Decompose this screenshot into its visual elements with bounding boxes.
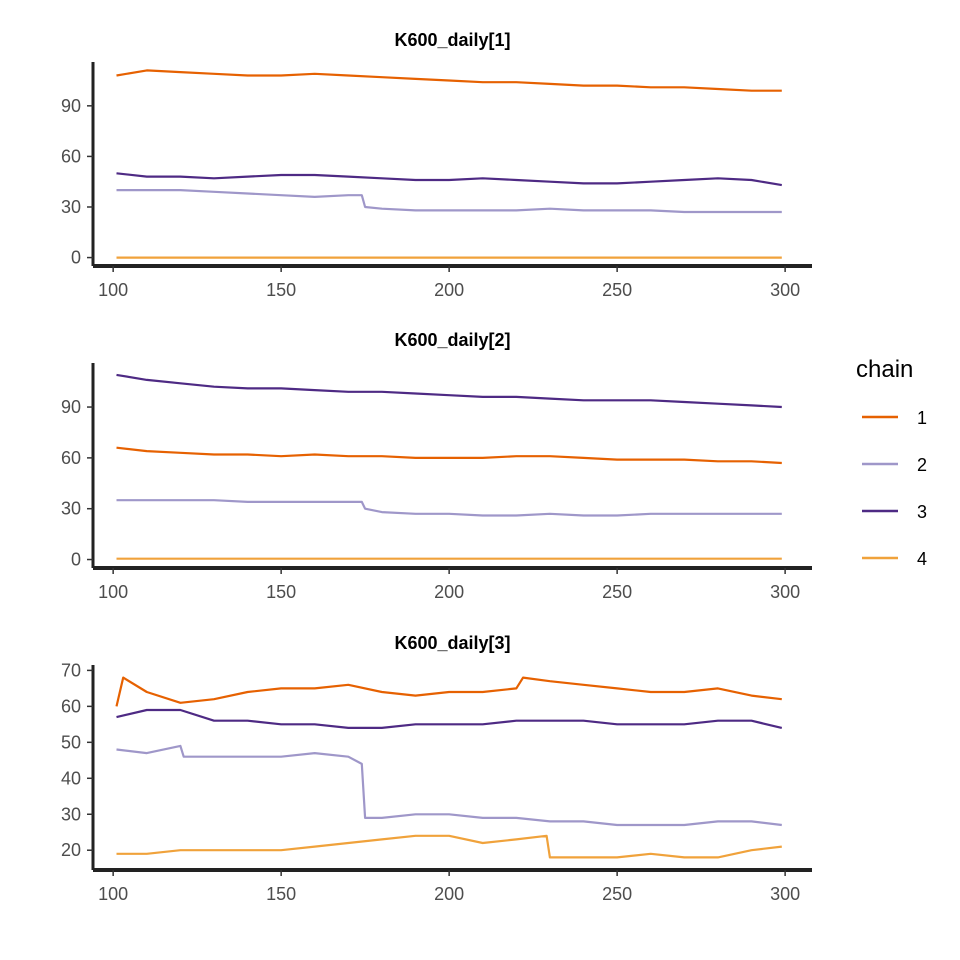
y-tick-label: 30 [61,197,81,217]
x-tick-label: 300 [770,582,800,602]
series-line-chain-3 [116,708,783,730]
y-tick-label: 0 [71,248,81,268]
x-tick-label: 250 [602,884,632,904]
y-tick-label: 30 [61,499,81,519]
legend-label: 4 [917,549,927,569]
panel-title: K600_daily[2] [394,330,510,350]
panel-2: K600_daily[2] 0 30 60 90 100 150 200 250 300 [61,330,812,602]
y-tick-label: 30 [61,804,81,824]
y-tick-label: 70 [61,660,81,680]
series-line-chain-2 [116,744,782,827]
x-tick-label: 200 [434,280,464,300]
legend: chain 1 2 3 4 [856,356,927,569]
y-tick-label: 50 [61,732,81,752]
x-tick-label: 300 [770,280,800,300]
panel-title: K600_daily[3] [394,633,510,653]
legend-title: chain [856,356,913,383]
x-tick-label: 150 [266,280,296,300]
y-tick-label: 90 [61,397,81,417]
y-tick-label: 60 [61,146,81,166]
y-tick-label: 40 [61,768,81,788]
series-line-chain-1 [116,446,782,465]
y-tick-label: 0 [71,550,81,570]
panel-3: K600_daily[3] 20 30 40 50 60 70 100 150 200 250 300 [61,633,812,904]
x-tick-label: 100 [98,582,128,602]
x-tick-label: 250 [602,582,632,602]
legend-label: 3 [917,502,927,522]
series-line-chain-1 [115,676,782,707]
series-line-chain-2 [116,499,782,517]
x-tick-label: 150 [266,582,296,602]
panel-1: K600_daily[1] 0 30 60 90 100 150 200 250 300 [61,30,812,300]
x-tick-label: 150 [266,884,296,904]
x-tick-label: 200 [434,884,464,904]
y-tick-label: 60 [61,448,81,468]
series-line-chain-4 [116,834,782,859]
legend-label: 1 [917,408,927,428]
x-tick-label: 250 [602,280,632,300]
series-line-chain-1 [116,69,782,92]
series-line-chain-3 [116,373,782,409]
x-tick-label: 300 [770,884,800,904]
x-tick-label: 100 [98,280,128,300]
x-tick-label: 200 [434,582,464,602]
series-line-chain-3 [116,172,782,187]
x-tick-label: 100 [98,884,128,904]
series-line-chain-2 [116,189,782,214]
legend-label: 2 [917,455,927,475]
y-tick-label: 20 [61,840,81,860]
panel-title: K600_daily[1] [394,30,510,50]
y-tick-label: 60 [61,696,81,716]
y-tick-label: 90 [61,96,81,116]
